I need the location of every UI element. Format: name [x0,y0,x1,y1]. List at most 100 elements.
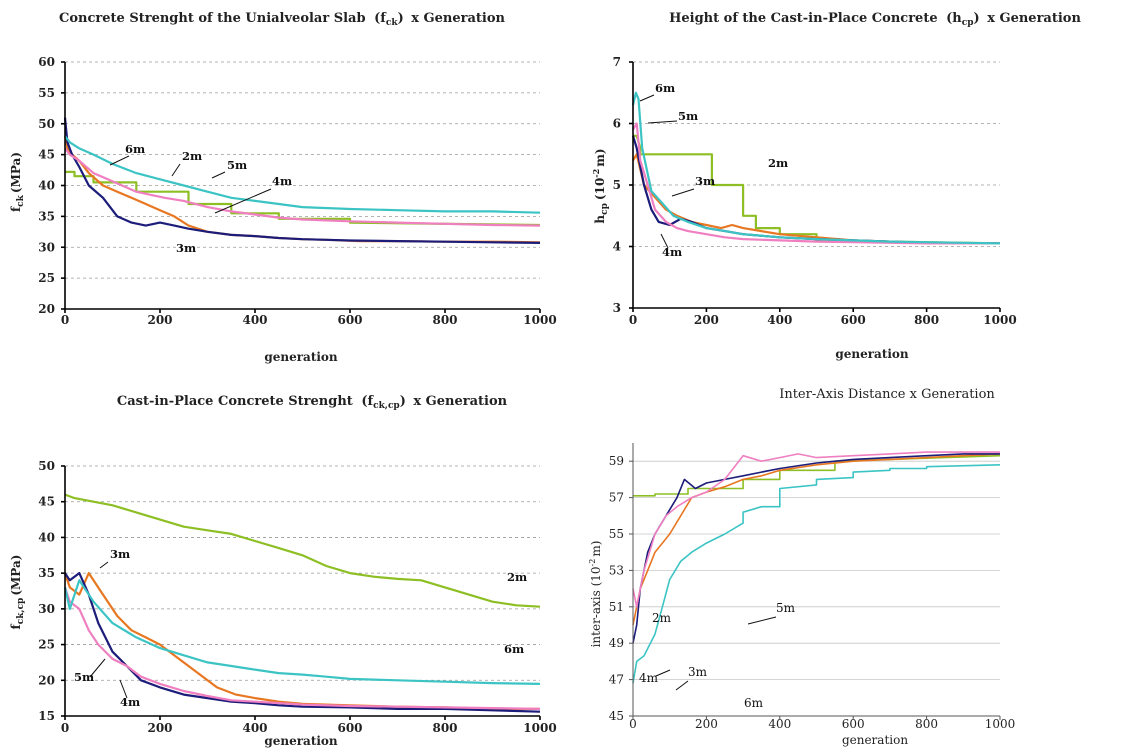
series-label-2m: 2m [182,149,202,163]
series-label-6m: 6m [744,696,764,710]
y-tick-label: 35 [38,209,55,223]
x-tick-label: 1000 [985,717,1016,731]
y-axis-label-interaxis: inter-axis (10-2m) [588,541,603,648]
annotation-pointer [211,171,226,179]
y-tick-label: 49 [609,636,624,650]
chart-title-fck: Concrete Strenght of the Unialveolar Sla… [59,11,506,28]
x-tick-label: 800 [914,313,939,327]
y-tick-label: 30 [38,240,55,254]
series-line-5m [632,451,1000,608]
series-label-3m: 3m [688,665,708,679]
x-tick-label: 600 [337,721,362,735]
series-label-2m: 2m [652,611,672,625]
annotation-pointer [660,233,669,249]
x-tick-label: 400 [242,721,267,735]
series-line-4m [64,572,541,713]
series-label-6m: 6m [655,81,675,95]
series-label-5m: 5m [678,109,698,123]
series-label-4m: 4m [120,695,140,709]
series-line-2m [633,454,1001,497]
chart-panel-hcp: Height of the Cast-in-Place Concrete (hc… [591,11,1081,361]
series-label-4m: 4m [662,245,682,259]
y-tick-label: 3 [613,301,621,315]
x-tick-label: 400 [768,717,791,731]
series-line-6m [63,579,541,685]
series-label-5m: 5m [776,601,796,615]
y-axis-label-fckcp: fck,cp(MPa) [9,555,26,630]
y-tick-label: 40 [38,179,55,193]
x-tick-label: 0 [629,717,637,731]
chart-title-hcp: Height of the Cast-in-Place Concrete (hc… [669,11,1081,28]
x-tick-label: 800 [432,721,457,735]
x-tick-label: 1000 [983,313,1016,327]
y-tick-label: 20 [38,673,55,687]
series-label-6m: 6m [125,142,145,156]
series-label-2m: 2m [507,570,527,584]
y-tick-label: 5 [613,178,621,192]
x-tick-label: 600 [337,313,362,327]
x-tick-label: 600 [841,313,866,327]
annotation-pointer [747,616,777,625]
x-tick-label: 0 [61,721,69,735]
y-tick-label: 40 [38,530,55,544]
series-line-5m [63,587,541,710]
series-line-5m [64,147,541,227]
y-tick-label: 59 [609,454,624,468]
annotation-pointer [655,669,671,677]
chart-panel-fckcp: Cast-in-Place Concrete Strenght (fck,cp)… [9,394,557,748]
x-tick-label: 800 [915,717,938,731]
x-tick-label: 1000 [523,721,556,735]
series-label-4m: 4m [272,174,292,188]
series-line-5m [632,122,1000,245]
annotation-pointer [99,561,109,569]
series-label-3m: 3m [695,174,715,188]
y-axis-label-hcp: hcp(10-2m) [591,148,610,223]
x-tick-label: 400 [242,313,267,327]
x-tick-label: 200 [147,721,172,735]
y-tick-label: 45 [38,148,55,162]
y-axis-label-fck: fck(MPa) [9,152,26,212]
chart-title-fckcp: Cast-in-Place Concrete Strenght (fck,cp)… [117,394,508,411]
y-tick-label: 57 [609,491,624,505]
y-tick-label: 4 [613,240,621,254]
y-tick-label: 47 [609,673,624,687]
y-tick-label: 20 [38,302,55,316]
x-tick-label: 800 [432,313,457,327]
series-label-5m: 5m [74,670,94,684]
x-tick-label: 200 [694,313,719,327]
x-tick-label: 0 [629,313,637,327]
annotation-pointer [109,155,130,166]
series-line-3m [632,453,1001,626]
series-line-6m [64,135,541,214]
x-axis-label-interaxis: generation [842,733,908,747]
y-tick-label: 25 [38,271,55,285]
series-line-2m [64,493,541,608]
x-axis-label-fckcp: generation [264,734,338,748]
series-line-6m [632,464,1001,684]
x-axis-label-hcp: generation [835,347,909,361]
y-tick-label: 50 [38,117,55,131]
series-line-4m [631,135,1000,245]
x-tick-label: 200 [695,717,718,731]
series-label-2m: 2m [768,156,788,170]
y-tick-label: 51 [609,600,624,614]
y-tick-label: 60 [38,55,55,69]
series-label-3m: 3m [176,241,196,255]
series-line-4m [63,117,541,244]
y-tick-label: 53 [609,563,624,577]
y-tick-label: 25 [38,638,55,652]
series-label-6m: 6m [504,642,524,656]
series-label-4m: 4m [639,671,659,685]
annotation-pointer [171,163,181,177]
series-label-3m: 3m [110,547,130,561]
y-tick-label: 55 [609,527,624,541]
x-axis-label-fck: generation [264,350,338,364]
annotation-pointer [675,680,689,691]
series-line-4m [632,453,1000,644]
x-tick-label: 600 [842,717,865,731]
annotation-pointer [671,188,695,197]
series-line-2m [65,170,541,227]
y-tick-label: 35 [38,566,55,580]
